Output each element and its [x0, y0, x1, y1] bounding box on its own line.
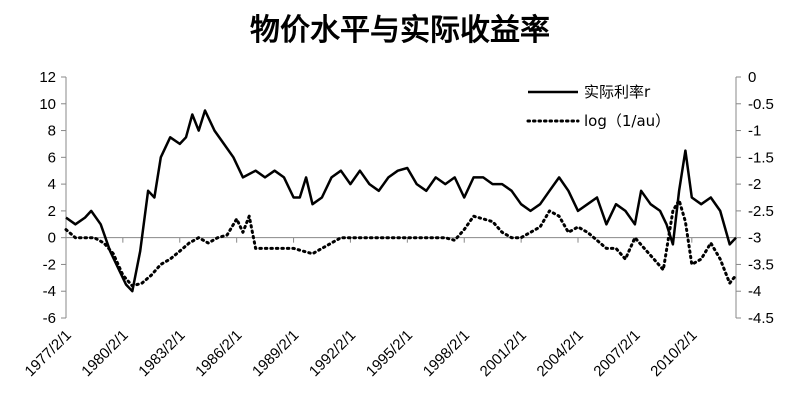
series-layer [64, 109, 738, 293]
left-y-tick-label: -6 [43, 310, 56, 327]
right-y-tick-label: -1 [748, 123, 761, 140]
right-y-tick-label: -2.5 [748, 203, 774, 220]
legend-label-log-inverse-au: log（1/au） [584, 112, 670, 130]
left-y-tick-label: 4 [48, 176, 56, 193]
x-tick-label: 2010/2/1 [647, 327, 700, 380]
x-tick-label: 2007/2/1 [590, 327, 643, 380]
left-y-tick-label: -2 [43, 256, 56, 273]
x-tick-label: 1983/2/1 [135, 327, 188, 380]
left-y-tick-label: 6 [48, 149, 56, 166]
x-tick-label: 1986/2/1 [192, 327, 245, 380]
x-tick-label: 1992/2/1 [306, 327, 359, 380]
legend: 实际利率r log（1/au） [526, 83, 670, 130]
right-y-tick-label: -4.5 [748, 310, 774, 327]
x-tick-label: 2001/2/1 [477, 327, 530, 380]
left-y-tick-label: 12 [39, 69, 56, 86]
right-y-tick-label: -2 [748, 176, 761, 193]
right-y-tick-label: 0 [748, 69, 756, 86]
left-y-tick-label: -4 [43, 283, 56, 300]
x-tick-label: 1995/2/1 [363, 327, 416, 380]
series-line-log-inverse-au [64, 198, 738, 288]
axes [65, 77, 737, 318]
right-y-tick-label: -3.5 [748, 256, 774, 273]
x-tick-label: 1989/2/1 [249, 327, 302, 380]
right-y-axis: 0 -0.5 -1 -1.5 -2 -2.5 -3 -3.5 -4 -4.5 [736, 69, 774, 327]
left-y-tick-label: 2 [48, 203, 56, 220]
x-axis: 1977/2/1 1980/2/1 1983/2/1 1986/2/1 1989/2/1… [22, 237, 701, 380]
x-tick-label: 1980/2/1 [78, 327, 131, 380]
left-y-tick-label: 8 [48, 123, 56, 140]
x-tick-label: 1998/2/1 [420, 327, 473, 380]
legend-label-real-rate: 实际利率r [584, 83, 651, 101]
right-y-tick-label: -4 [748, 283, 761, 300]
left-y-tick-label: 0 [48, 230, 56, 247]
series-line-real-rate [65, 109, 737, 293]
left-y-axis: 12 10 8 6 4 2 0 -2 -4 -6 [39, 69, 66, 327]
x-tick-label: 1977/2/1 [22, 327, 75, 380]
right-y-tick-label: -3 [748, 230, 761, 247]
right-y-tick-label: -0.5 [748, 96, 774, 113]
right-y-tick-label: -1.5 [748, 149, 774, 166]
x-tick-label: 2004/2/1 [534, 327, 587, 380]
chart-title: 物价水平与实际收益率 [250, 13, 550, 48]
left-y-tick-label: 10 [39, 96, 56, 113]
